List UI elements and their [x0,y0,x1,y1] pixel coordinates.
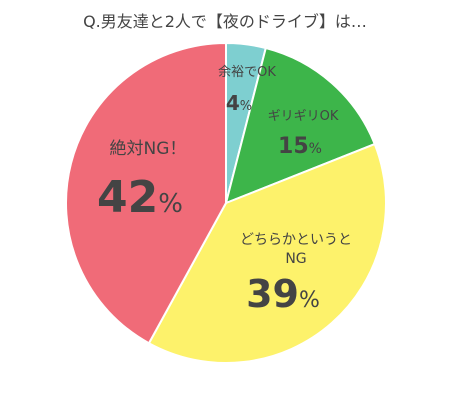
slice-value-label: 39% [246,272,320,316]
pie-slice [224,46,377,205]
slice-label: 余裕でOK [218,64,276,80]
pie-slice [147,142,387,364]
slice-label: 絶対NG！ [110,139,187,159]
pie-slices [65,41,387,364]
pie-slice [65,41,227,345]
slice-value-label: 42% [97,172,183,223]
slice-value-label: 15% [278,134,322,159]
slice-label: どちらかというと [240,232,352,248]
slice-label: ギリギリOK [268,109,339,124]
slice-value-label: 4% [226,91,252,115]
slice-label: NG [285,251,306,267]
chart-title: Q.男友達と2人で【夜のドライブ】は… [83,12,367,31]
pie-labels: 余裕でOK 4% ギリギリOK 15% どちらかというと NG 39% 絶対NG！ 42% [97,64,352,316]
